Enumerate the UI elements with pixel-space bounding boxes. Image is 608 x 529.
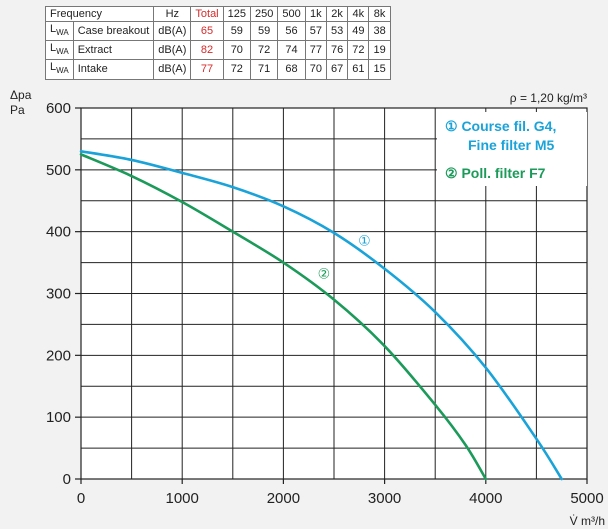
- row-band: 19: [368, 40, 391, 61]
- series-line-1: [79, 149, 563, 481]
- row-total: 82: [190, 40, 224, 61]
- y-tick-label: 200: [46, 347, 71, 364]
- y-tick-label: 300: [46, 286, 71, 303]
- y-axis-unit: Pa: [10, 103, 25, 117]
- y-tick-label: 500: [46, 162, 71, 179]
- row-band: 61: [347, 59, 370, 80]
- series-line-2: [79, 153, 488, 481]
- header-cell: Frequency: [44, 6, 155, 22]
- density-note: ρ = 1,20 kg/m³: [510, 91, 587, 105]
- table-header-row: Frequency Hz Total 125 250 500 1k 2k 4k …: [44, 6, 391, 22]
- y-tick-label: 100: [46, 409, 71, 426]
- row-band: 70: [222, 40, 252, 61]
- table-row: LWA Case breakout dB(A) 65 59 59 56 57 5…: [45, 20, 391, 42]
- table-row: LWA Extract dB(A) 82 70 72 74 77 76 72 1…: [45, 40, 391, 61]
- x-tick-label: 0: [77, 490, 85, 507]
- table-row: LWA Intake dB(A) 77 72 71 68 70 67 61 15: [45, 59, 391, 80]
- x-tick-label: 5000: [570, 490, 603, 507]
- row-band: 56: [277, 20, 306, 42]
- row-band: 77: [304, 40, 327, 61]
- row-band: 72: [249, 40, 279, 61]
- row-band: 67: [325, 59, 349, 80]
- header-cell: 125: [222, 6, 252, 22]
- x-tick-label: 4000: [469, 490, 502, 507]
- row-name: Case breakout: [72, 20, 155, 42]
- row-band: 72: [222, 59, 252, 80]
- y-axis-label: Δpa: [10, 88, 32, 102]
- row-band: 38: [368, 20, 391, 42]
- legend-entry-1-line-2: Fine filter M5: [468, 137, 555, 153]
- legend-entry-1-line-1: ① Course fil. G4,: [445, 118, 556, 134]
- noise-table: Frequency Hz Total 125 250 500 1k 2k 4k …: [44, 6, 391, 80]
- series-marker-1: ①: [358, 234, 371, 250]
- row-band: 15: [368, 59, 391, 80]
- row-band: 59: [222, 20, 252, 42]
- legend-entry-2: ② Poll. filter F7: [445, 165, 546, 181]
- row-band: 68: [277, 59, 306, 80]
- row-name: Intake: [72, 59, 155, 80]
- legend-box: [437, 112, 587, 186]
- x-tick-label: 1000: [166, 490, 199, 507]
- y-tick-label: 0: [63, 471, 71, 488]
- x-tick-label: 2000: [267, 490, 300, 507]
- series-marker-2: ②: [318, 266, 331, 282]
- row-unit: dB(A): [153, 59, 192, 80]
- x-axis-label: V̇ m³/h: [570, 514, 605, 528]
- row-band: 57: [304, 20, 327, 42]
- y-tick-label: 400: [46, 224, 71, 241]
- x-tick-label: 3000: [368, 490, 401, 507]
- row-band: 74: [277, 40, 306, 61]
- y-tick-label: 600: [46, 100, 71, 117]
- header-cell: 250: [249, 6, 279, 22]
